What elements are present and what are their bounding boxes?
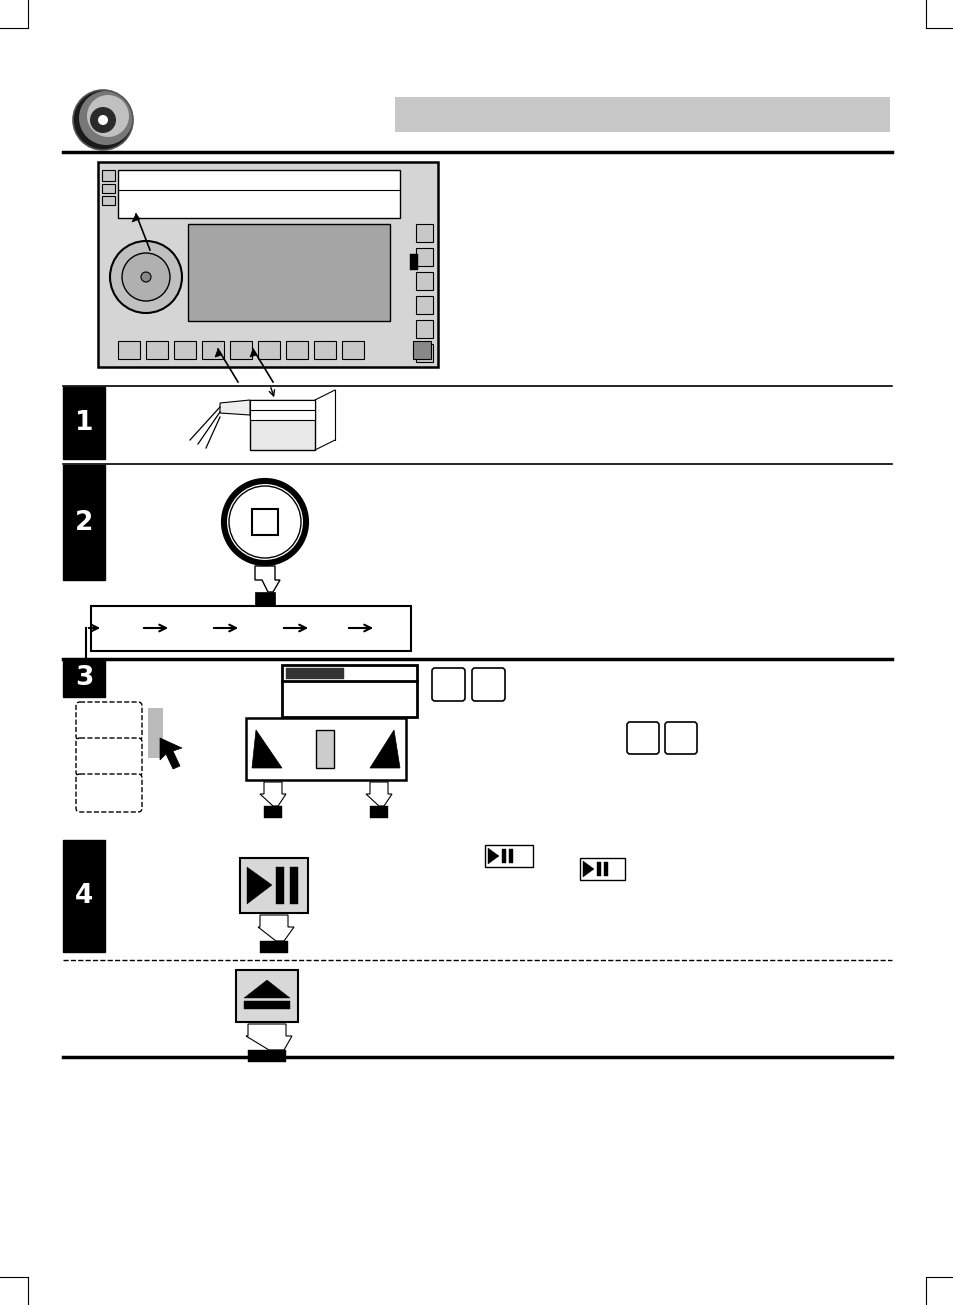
Bar <box>286 341 308 359</box>
Circle shape <box>226 483 304 561</box>
Circle shape <box>223 480 307 564</box>
Polygon shape <box>582 861 594 877</box>
Bar <box>118 341 140 359</box>
Bar <box>395 97 889 132</box>
Bar <box>244 1001 290 1009</box>
Bar <box>173 341 195 359</box>
Polygon shape <box>370 729 399 769</box>
Polygon shape <box>250 348 256 358</box>
Bar <box>63 659 105 697</box>
Circle shape <box>141 271 151 282</box>
Bar <box>416 248 433 266</box>
Circle shape <box>110 241 182 313</box>
Circle shape <box>229 485 301 559</box>
Bar <box>579 857 624 880</box>
Polygon shape <box>246 1024 292 1051</box>
FancyBboxPatch shape <box>472 668 504 701</box>
Bar <box>509 850 513 863</box>
Text: 4: 4 <box>74 883 93 910</box>
Bar <box>282 666 416 716</box>
Bar <box>98 162 437 367</box>
Bar <box>246 718 406 780</box>
Bar <box>416 345 433 361</box>
Bar <box>102 196 115 205</box>
Bar <box>275 867 284 904</box>
Circle shape <box>122 253 170 301</box>
FancyBboxPatch shape <box>76 702 142 740</box>
Polygon shape <box>257 915 294 941</box>
FancyBboxPatch shape <box>76 739 142 776</box>
Bar <box>230 341 252 359</box>
Bar <box>314 341 335 359</box>
Bar <box>315 729 334 769</box>
Bar <box>254 592 274 606</box>
Bar <box>597 863 600 876</box>
Bar <box>252 509 277 535</box>
Bar <box>118 170 399 218</box>
Polygon shape <box>132 214 140 222</box>
Bar <box>240 857 308 913</box>
Text: 3: 3 <box>74 666 93 692</box>
Polygon shape <box>260 782 286 806</box>
Bar <box>264 806 282 818</box>
Bar <box>250 401 314 420</box>
Bar <box>146 341 168 359</box>
Circle shape <box>79 91 132 145</box>
Text: 1: 1 <box>74 410 93 436</box>
Polygon shape <box>220 401 250 415</box>
Bar <box>341 341 364 359</box>
Bar <box>63 840 105 953</box>
Bar <box>63 388 105 459</box>
FancyBboxPatch shape <box>664 722 697 754</box>
Bar <box>416 271 433 290</box>
Bar <box>257 341 280 359</box>
Bar <box>603 863 607 876</box>
Polygon shape <box>488 848 498 864</box>
Polygon shape <box>247 867 272 904</box>
Bar <box>91 606 411 651</box>
Bar <box>416 224 433 241</box>
Circle shape <box>98 115 108 125</box>
Bar <box>501 850 505 863</box>
Polygon shape <box>252 729 282 769</box>
Bar <box>413 341 431 359</box>
Polygon shape <box>366 782 392 806</box>
Polygon shape <box>254 566 280 592</box>
Bar <box>248 1051 286 1062</box>
Polygon shape <box>160 739 182 769</box>
Circle shape <box>87 95 129 137</box>
FancyBboxPatch shape <box>626 722 659 754</box>
Bar <box>235 970 297 1022</box>
Polygon shape <box>244 980 290 998</box>
Bar <box>202 341 224 359</box>
Circle shape <box>90 107 116 133</box>
Polygon shape <box>214 348 222 358</box>
Bar <box>63 465 105 579</box>
Bar <box>102 170 115 181</box>
Bar <box>148 709 163 758</box>
Bar <box>410 254 417 270</box>
Circle shape <box>73 90 132 150</box>
Bar <box>102 184 115 193</box>
Bar <box>188 224 390 321</box>
Bar <box>416 320 433 338</box>
Bar <box>416 296 433 315</box>
FancyBboxPatch shape <box>76 774 142 812</box>
Bar <box>290 867 297 904</box>
Bar <box>260 941 288 953</box>
FancyBboxPatch shape <box>432 668 464 701</box>
Bar <box>286 668 344 679</box>
Bar <box>484 846 533 867</box>
Bar <box>370 806 388 818</box>
Text: 2: 2 <box>74 509 93 535</box>
Bar <box>250 401 314 450</box>
